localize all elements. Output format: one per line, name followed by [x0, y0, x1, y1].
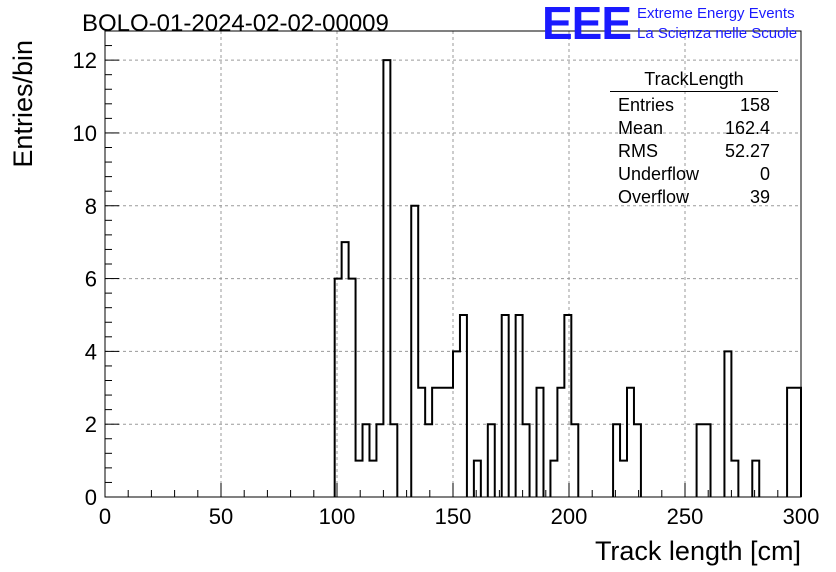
histogram-bin — [425, 424, 432, 497]
histogram-bin — [523, 424, 530, 497]
stats-row-entries: Entries 158 — [610, 94, 778, 117]
x-tick-label: 150 — [435, 504, 472, 529]
y-tick-label: 0 — [85, 485, 97, 510]
y-tick-label: 6 — [85, 267, 97, 292]
x-tick-label: 200 — [551, 504, 588, 529]
y-tick-label: 12 — [73, 48, 97, 73]
histogram-bin — [488, 424, 495, 497]
histogram-bin — [453, 351, 460, 497]
y-tick-label: 4 — [85, 339, 97, 364]
stats-box: TrackLength Entries 158 Mean 162.4 RMS 5… — [610, 69, 778, 209]
histogram-bin — [731, 461, 738, 497]
stats-label: Overflow — [618, 187, 690, 207]
stats-row-overflow: Overflow 39 — [610, 186, 778, 209]
stats-label: Mean — [618, 118, 664, 138]
y-axis-title: Entries/bin — [8, 40, 38, 168]
histogram-bin — [704, 424, 711, 497]
histogram-bin — [634, 424, 641, 497]
stats-value: 158 — [739, 95, 770, 115]
stats-label: Underflow — [618, 164, 700, 184]
stats-title: TrackLength — [610, 69, 778, 92]
histogram-bin — [432, 388, 439, 497]
axis-layer: 0 50 100 150 200 250 300 0 2 4 6 8 10 12 — [73, 30, 820, 529]
histogram-bin — [376, 424, 383, 497]
x-tick-label: 300 — [783, 504, 820, 529]
y-tick-label: 10 — [73, 121, 97, 146]
histogram-bin — [474, 461, 481, 497]
stats-row-rms: RMS 52.27 — [610, 140, 778, 163]
x-tick-label: 100 — [319, 504, 356, 529]
eee-logo-line2: La Scienza nelle Scuole — [637, 25, 798, 42]
histogram-bin — [349, 279, 356, 497]
stats-value: 0 — [759, 164, 770, 184]
histogram-bin — [613, 424, 620, 497]
stats-label: Entries — [618, 95, 675, 115]
histogram-bin — [502, 315, 509, 497]
eee-logo-line1: Extreme Energy Events — [637, 5, 795, 22]
stats-value: 52.27 — [724, 141, 770, 161]
histogram-bin — [787, 388, 794, 497]
stats-row-mean: Mean 162.4 — [610, 117, 778, 140]
x-tick-label: 250 — [667, 504, 704, 529]
stats-value: 39 — [749, 187, 770, 207]
histogram-bin — [335, 279, 342, 497]
histogram-bin — [557, 388, 564, 497]
histogram-bin — [550, 461, 557, 497]
histogram-bin — [411, 206, 418, 497]
histogram-bin — [564, 315, 571, 497]
histogram-outline — [333, 59, 802, 497]
histogram-bin — [369, 461, 376, 497]
histogram-bin — [342, 242, 349, 497]
histogram-bin — [363, 424, 370, 497]
histogram-layer — [333, 59, 802, 497]
y-tick-label: 8 — [85, 194, 97, 219]
histogram-bin — [383, 60, 390, 497]
x-axis-title: Track length [cm] — [595, 536, 801, 566]
stats-value: 162.4 — [724, 118, 770, 138]
y-tick-label: 2 — [85, 412, 97, 437]
run-title: BOLO-01-2024-02-02-00009 — [82, 10, 389, 37]
stats-row-underflow: Underflow 0 — [610, 163, 778, 186]
histogram-bin — [418, 388, 425, 497]
x-tick-label: 50 — [209, 504, 233, 529]
histogram-bin — [571, 424, 578, 497]
histogram-bin — [697, 424, 704, 497]
histogram-bin — [794, 388, 801, 497]
histogram-bin — [390, 424, 397, 497]
histogram-bin — [724, 351, 731, 497]
histogram-bin — [446, 388, 453, 497]
histogram-bin — [627, 388, 634, 497]
histogram-bin — [439, 388, 446, 497]
histogram-bin — [537, 388, 544, 497]
histogram-bin — [516, 315, 523, 497]
histogram-bin — [620, 461, 627, 497]
histogram-bin — [356, 461, 363, 497]
x-tick-label: 0 — [99, 504, 111, 529]
stats-label: RMS — [618, 141, 658, 161]
eee-logo: EEE — [542, 0, 632, 49]
histogram-bin — [752, 461, 759, 497]
histogram-bin — [460, 315, 467, 497]
